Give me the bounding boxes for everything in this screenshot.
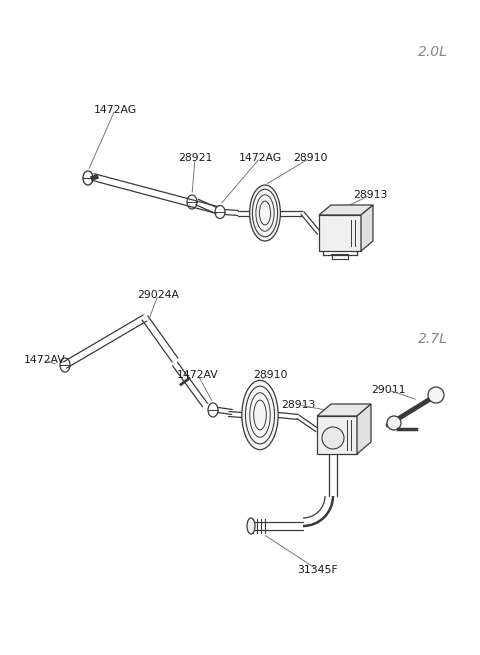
Ellipse shape [250,185,280,241]
Text: 28910: 28910 [293,153,327,163]
Text: 1472AV: 1472AV [24,355,66,365]
Text: 29011: 29011 [371,385,405,395]
Ellipse shape [247,518,255,534]
Circle shape [428,387,444,403]
Circle shape [322,427,344,449]
Text: 31345F: 31345F [298,565,338,575]
Ellipse shape [242,381,278,449]
Text: 1472AG: 1472AG [94,105,137,115]
Text: 28913: 28913 [353,190,387,200]
Text: 2.7L: 2.7L [418,332,448,346]
Text: 28910: 28910 [253,370,287,380]
Polygon shape [361,205,373,251]
Bar [319,215,361,251]
Text: 1472AG: 1472AG [239,153,282,163]
Polygon shape [317,404,371,416]
Text: 28913: 28913 [281,400,315,410]
Bar [317,416,357,454]
Text: 28921: 28921 [178,153,212,163]
Text: 1472AV: 1472AV [177,370,219,380]
Circle shape [387,416,401,430]
Text: 29024A: 29024A [137,290,179,300]
Text: 2.0L: 2.0L [418,45,448,59]
Polygon shape [357,404,371,454]
Polygon shape [319,205,373,215]
